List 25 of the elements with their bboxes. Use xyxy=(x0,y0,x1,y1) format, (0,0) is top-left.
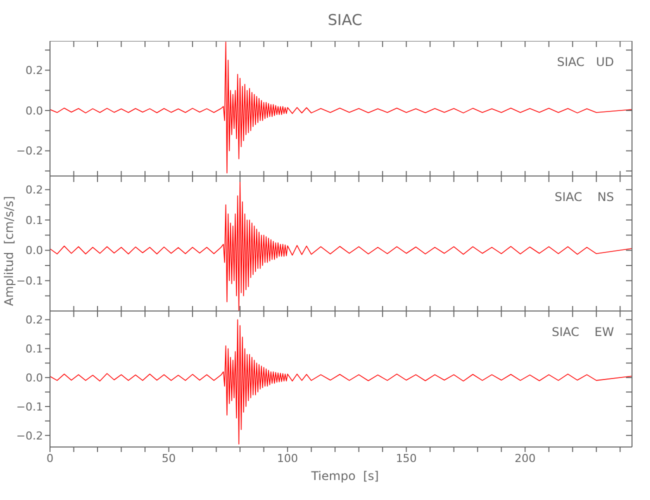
y-tick-label: 0.1 xyxy=(26,342,43,356)
annotation: SIAC NS xyxy=(554,190,614,204)
y-tick-label: 0.0 xyxy=(26,104,43,118)
y-tick-label: −0.2 xyxy=(16,429,43,442)
y-tick-label: 0.2 xyxy=(26,314,43,327)
x-tick-label: 0 xyxy=(46,452,54,465)
y-tick-label: −0.1 xyxy=(16,274,43,288)
x-tick-label: 150 xyxy=(396,452,417,465)
line-series xyxy=(50,319,632,445)
line-series xyxy=(50,42,632,174)
y-tick-label: 0.0 xyxy=(26,244,43,258)
annotation: SIAC EW xyxy=(552,325,614,339)
x-axis-title: Tiempo [s] xyxy=(310,469,380,483)
x-tick-label: 100 xyxy=(277,452,298,465)
y-axis-title: Amplitud [cm/s/s] xyxy=(2,196,16,306)
y-tick-label: −0.1 xyxy=(16,400,43,414)
y-tick-label: 0.0 xyxy=(26,371,43,384)
x-tick-label: 50 xyxy=(162,452,176,465)
x-tick-label: 200 xyxy=(514,452,536,465)
y-tick-label: 0.2 xyxy=(26,184,43,197)
chart-title: SIAC xyxy=(326,10,364,31)
y-tick-label: 0.2 xyxy=(26,64,43,78)
annotation: SIAC UD xyxy=(557,55,614,69)
y-tick-label: −0.2 xyxy=(16,144,43,158)
y-tick-label: 0.1 xyxy=(26,214,43,227)
